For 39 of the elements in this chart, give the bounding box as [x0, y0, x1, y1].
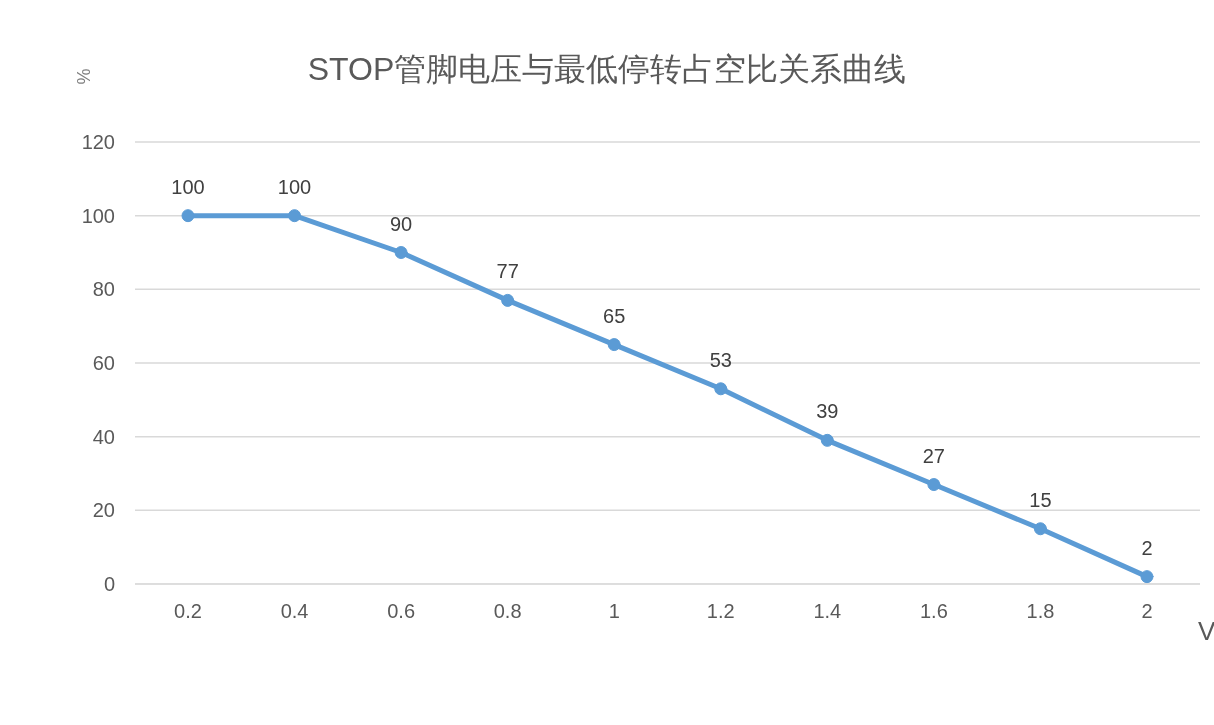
y-tick-label: 0	[103, 573, 115, 596]
x-tick-label: 0.4	[280, 600, 309, 623]
data-label: 77	[496, 260, 519, 283]
y-tick-label: 60	[92, 352, 115, 375]
x-tick-label: 1	[608, 600, 620, 623]
x-tick-label: 1.6	[919, 600, 948, 623]
point	[181, 209, 195, 223]
x-tick-label: 0.6	[387, 600, 416, 623]
point	[714, 382, 728, 396]
x-tick-label: 0.2	[174, 600, 202, 623]
point	[820, 433, 834, 447]
y-axis-title: %	[73, 68, 95, 85]
data-label: 39	[816, 400, 839, 423]
y-tick-label: 120	[81, 131, 115, 154]
y-tick-label: 80	[92, 278, 115, 301]
point	[1033, 522, 1047, 536]
y-tick-label: 20	[92, 499, 115, 522]
data-label: 53	[709, 348, 732, 371]
point	[288, 209, 302, 223]
x-tick-label: 1.4	[813, 600, 842, 623]
data-label: 100	[277, 175, 312, 198]
x-tick-label: 2	[1141, 600, 1153, 623]
data-label: 90	[389, 212, 413, 235]
y-tick-label: 40	[92, 425, 115, 448]
data-label: 65	[603, 304, 626, 327]
point	[927, 478, 941, 492]
data-label: 27	[922, 444, 946, 467]
data-label: 100	[171, 175, 205, 198]
x-tick-label: 0.8	[493, 600, 522, 623]
point	[394, 246, 408, 259]
chart-title: STOP管脚电压与最低停转占空比关系曲线	[307, 51, 907, 87]
y-tick-label: 100	[81, 204, 115, 227]
point	[607, 338, 621, 352]
x-tick-label: 1.2	[706, 600, 735, 623]
point	[1140, 570, 1154, 584]
x-tick-label: 1.8	[1026, 600, 1055, 623]
point	[501, 293, 515, 307]
data-label: 15	[1029, 488, 1052, 511]
data-label: 2	[1141, 536, 1153, 559]
